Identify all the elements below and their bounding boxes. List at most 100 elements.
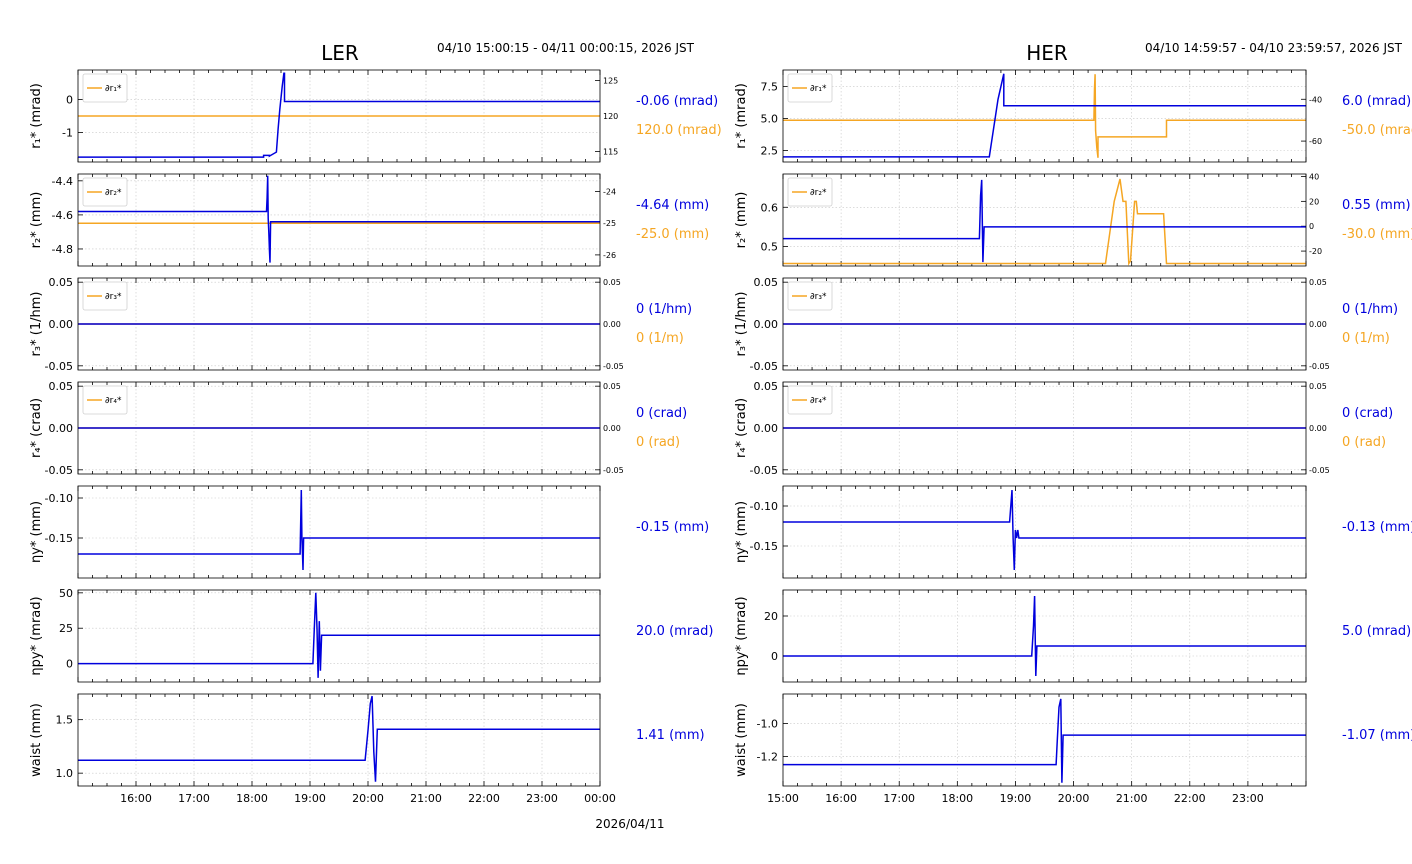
y-tick-label: 0.05	[754, 380, 779, 393]
y2-tick-label: -24	[603, 187, 616, 196]
y-axis-label: r₂* (mm)	[29, 192, 44, 249]
y-tick-label: 0	[771, 650, 778, 663]
y-tick-label: 0.05	[754, 276, 779, 289]
y-tick-label: 0.00	[754, 318, 779, 331]
y-axis-label: r₁* (mrad)	[29, 83, 44, 149]
legend: ∂r₁*	[82, 73, 128, 103]
y-tick-label: 0.6	[761, 201, 779, 214]
series-primary-line	[783, 595, 1306, 677]
x-tick-label: 17:00	[883, 792, 915, 805]
y-axis-label: r₄* (crad)	[734, 398, 749, 458]
y2-tick-label: 0.00	[1309, 424, 1327, 433]
x-tick-label: 22:00	[1174, 792, 1206, 805]
primary-value-label: -0.06 (mrad)	[636, 94, 718, 109]
x-tick-label: 23:00	[1232, 792, 1264, 805]
plot-frame	[782, 485, 1307, 579]
y-tick-label: 0.00	[49, 318, 74, 331]
primary-value-label: 0 (crad)	[1342, 406, 1393, 421]
y2-tick-label: 0.05	[1309, 382, 1327, 391]
x-tick-label: 16:00	[825, 792, 857, 805]
plot-frame	[77, 173, 601, 267]
y2-tick-label: 0.00	[603, 320, 621, 329]
y-axis-label: ηpy* (mrad)	[29, 596, 44, 675]
chart-panels: 0 -1 125 120 115 ∂r₁* r₁* (mrad) -0.06 (mrad) 12…	[29, 69, 1412, 805]
primary-value-label: -1.07 (mm)	[1342, 728, 1412, 743]
plot-frame	[77, 277, 601, 371]
x-tick-label: 20:00	[1058, 792, 1090, 805]
y-tick-label: 0.00	[49, 422, 74, 435]
y-tick-label: -4.4	[52, 175, 73, 188]
primary-value-label: 6.0 (mrad)	[1342, 94, 1411, 109]
legend-label: ∂r₂*	[810, 188, 827, 198]
primary-value-label: 5.0 (mrad)	[1342, 624, 1411, 639]
legend: ∂r₃*	[787, 281, 833, 311]
y-tick-label: 0.05	[49, 380, 74, 393]
primary-value-label: 0.55 (mm)	[1342, 198, 1411, 213]
subplot-ler-5: 50 25 0 ηpy* (mrad) 20.0 (mrad)	[29, 587, 713, 683]
her-time-range: 04/10 14:59:57 - 04/10 23:59:57, 2026 JS…	[1145, 41, 1403, 55]
y-tick-label: 0	[66, 658, 73, 671]
x-tick-label: 23:00	[526, 792, 558, 805]
plot-frame	[782, 381, 1307, 475]
y2-tick-label: 115	[603, 147, 618, 156]
legend-box	[787, 385, 833, 415]
y-tick-label: 0.05	[49, 276, 74, 289]
y-axis-label: waist (mm)	[734, 703, 749, 777]
y-tick-label: 1.5	[56, 714, 74, 727]
secondary-value-label: 0 (1/m)	[636, 331, 684, 346]
y-tick-label: 7.5	[761, 81, 779, 94]
y-tick-label: 5.0	[761, 113, 779, 126]
y-tick-label: 0	[66, 94, 73, 107]
x-tick-label: 22:00	[468, 792, 500, 805]
y-tick-label: -0.05	[45, 464, 73, 477]
y2-tick-label: -60	[1309, 137, 1322, 146]
y-tick-label: 1.0	[56, 767, 74, 780]
x-tick-label: 15:00	[767, 792, 799, 805]
legend-box	[82, 73, 128, 103]
y2-tick-label: -25	[603, 219, 616, 228]
y-tick-label: -1.2	[757, 750, 778, 763]
y2-tick-label: 0.00	[603, 424, 621, 433]
x-tick-label: 20:00	[352, 792, 384, 805]
plot-frame	[77, 485, 601, 579]
secondary-value-label: -50.0 (mrad)	[1342, 123, 1412, 138]
primary-value-label: 20.0 (mrad)	[636, 624, 713, 639]
primary-value-label: 0 (crad)	[636, 406, 687, 421]
legend-box	[82, 281, 128, 311]
series-secondary-line	[783, 178, 1306, 266]
subplot-her-3: 0.05 0.00 -0.05 0.05 0.00 -0.05 ∂r₄* r₄* (crad)…	[734, 380, 1393, 477]
legend-box	[787, 281, 833, 311]
subplot-ler-2: 0.05 0.00 -0.05 0.05 0.00 -0.05 ∂r₃* r₃* (1/hm)…	[29, 276, 692, 373]
legend-label: ∂r₃*	[105, 292, 122, 302]
primary-value-label: 0 (1/hm)	[1342, 302, 1398, 317]
series-primary-line	[78, 489, 600, 571]
y2-tick-label: 0	[1309, 222, 1314, 231]
secondary-value-label: 0 (1/m)	[1342, 331, 1390, 346]
subplot-ler-6: 1.5 1.0 waist (mm) 1.41 (mm) 16:00 17:00 18:00…	[29, 693, 705, 805]
x-tick-label: 19:00	[294, 792, 326, 805]
subplot-her-6: -1.0 -1.2 waist (mm) -1.07 (mm) 15:00 16:00 17…	[734, 693, 1412, 805]
legend-label: ∂r₃*	[810, 292, 827, 302]
legend-box	[787, 177, 833, 207]
y2-tick-label: -0.05	[603, 362, 624, 371]
y-tick-label: 50	[59, 587, 73, 600]
series-primary-line	[783, 489, 1306, 571]
subplot-her-5: 20 0 ηpy* (mrad) 5.0 (mrad)	[734, 589, 1411, 683]
y-tick-label: -1.0	[757, 718, 778, 731]
secondary-value-label: -25.0 (mm)	[636, 227, 709, 242]
y-axis-label: waist (mm)	[29, 703, 44, 777]
y-axis-label: ηy* (mm)	[29, 501, 44, 563]
legend-label: ∂r₄*	[810, 396, 827, 406]
plot-frame	[782, 277, 1307, 371]
secondary-value-label: 120.0 (mrad)	[636, 123, 722, 138]
primary-value-label: 1.41 (mm)	[636, 728, 705, 743]
series-secondary-line	[783, 74, 1306, 158]
x-tick-label: 21:00	[410, 792, 442, 805]
ler-time-range: 04/10 15:00:15 - 04/11 00:00:15, 2026 JS…	[437, 41, 695, 55]
secondary-value-label: 0 (rad)	[636, 435, 680, 450]
x-tick-label: 16:00	[120, 792, 152, 805]
y-axis-label: r₃* (1/hm)	[29, 292, 44, 357]
plot-frame	[77, 589, 601, 683]
